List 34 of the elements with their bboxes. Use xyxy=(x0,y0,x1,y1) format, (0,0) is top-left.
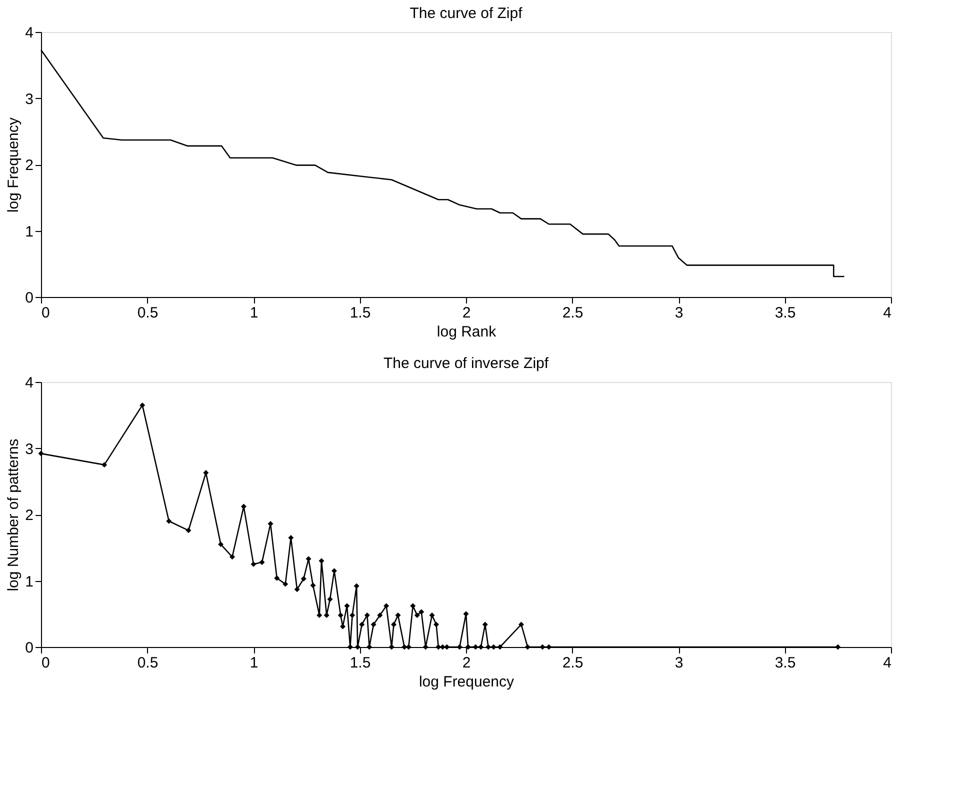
x-tick-label: 2 xyxy=(462,304,471,322)
x-tick-label: 1 xyxy=(250,304,258,322)
y-tick-label: 3 xyxy=(25,90,34,108)
x-tick-label: 2.5 xyxy=(562,654,584,672)
x-tick-label: 3.5 xyxy=(774,654,796,672)
y-tick-label: 4 xyxy=(25,24,34,42)
x-tick-label: 3.5 xyxy=(774,304,796,322)
y-tick-label: 1 xyxy=(25,573,34,590)
x-axis-title: log Frequency xyxy=(418,674,515,690)
x-tick-label: 4 xyxy=(883,654,892,672)
x-axis-title: log Rank xyxy=(436,324,497,340)
y-axis-title: log Number of patterns xyxy=(5,438,22,592)
y-tick-label: 2 xyxy=(25,157,34,174)
x-tick-label: 0 xyxy=(42,654,50,672)
x-tick-label: 4 xyxy=(883,304,892,322)
x-tick-label: 0.5 xyxy=(137,654,158,672)
y-tick-label: 4 xyxy=(25,374,34,392)
x-tick-label: 1 xyxy=(250,654,258,672)
x-tick-label: 2 xyxy=(462,654,471,672)
y-tick-label: 1 xyxy=(25,223,34,240)
y-tick-label: 3 xyxy=(25,440,34,458)
x-tick-label: 2.5 xyxy=(562,304,584,322)
y-tick-label: 0 xyxy=(25,640,34,656)
chart-title: The curve of Zipf xyxy=(410,5,524,22)
x-tick-label: 0 xyxy=(42,304,50,322)
y-axis-title: log Frequency xyxy=(5,116,22,213)
chart-title: The curve of inverse Zipf xyxy=(383,355,550,372)
y-tick-label: 0 xyxy=(25,290,34,306)
x-tick-label: 3 xyxy=(674,654,684,672)
x-tick-label: 3 xyxy=(674,304,684,322)
x-tick-label: 1.5 xyxy=(350,654,371,672)
y-tick-label: 2 xyxy=(25,507,34,524)
x-tick-label: 1.5 xyxy=(350,304,371,322)
x-tick-label: 0.5 xyxy=(137,304,158,322)
